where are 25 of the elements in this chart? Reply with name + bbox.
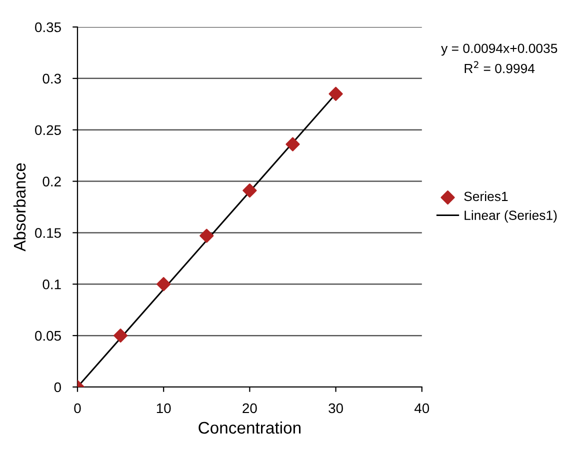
y-tick-label: 0.15 bbox=[35, 228, 61, 238]
point bbox=[113, 328, 128, 343]
legend-label: Linear (Series1) bbox=[464, 210, 557, 223]
y-tick-label: 0.2 bbox=[42, 176, 61, 186]
point bbox=[200, 228, 214, 243]
point bbox=[156, 277, 171, 292]
point bbox=[286, 137, 300, 152]
point bbox=[328, 86, 343, 101]
text: R$^{2}$ = 0.9994 bbox=[464, 61, 535, 74]
y-tick-label: 0 bbox=[54, 382, 61, 392]
y-tick-label: 0.05 bbox=[35, 330, 61, 341]
x-tick-label: 30 bbox=[328, 403, 343, 414]
text: y = 0.0094x+0.0035 bbox=[441, 44, 558, 56]
y-tick-label: 0.3 bbox=[42, 74, 61, 84]
legend-label: Series1 bbox=[464, 191, 508, 202]
x-tick-label: 20 bbox=[242, 403, 257, 414]
y-tick-label: 0.25 bbox=[35, 125, 61, 136]
y-tick-label: 0.1 bbox=[42, 279, 61, 290]
x-tick-label: 40 bbox=[414, 403, 430, 414]
x-axis-title: Concentration bbox=[198, 421, 300, 434]
x-tick-label: 0 bbox=[74, 403, 81, 414]
x-tick-label: 10 bbox=[156, 403, 171, 414]
y-axis-title: Absorbance bbox=[13, 163, 26, 252]
y-tick-label: 0.35 bbox=[35, 22, 61, 32]
point bbox=[242, 183, 257, 198]
